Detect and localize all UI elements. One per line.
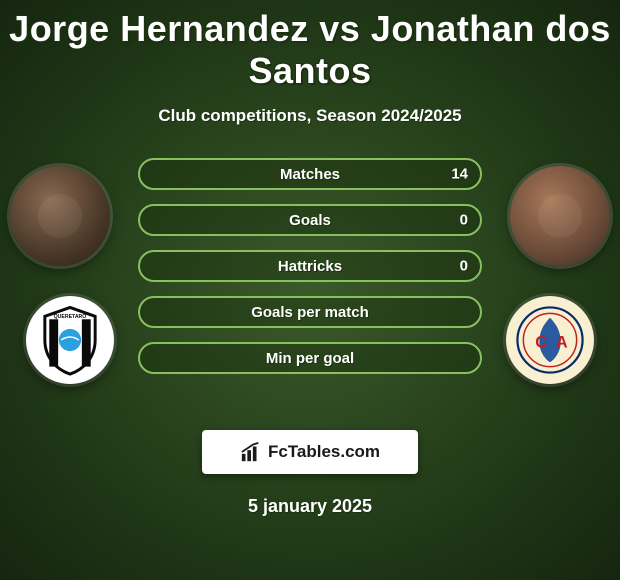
player-left-club-badge: QUERETARO [26,296,114,384]
comparison-subtitle: Club competitions, Season 2024/2025 [0,106,620,126]
stat-right-value: 14 [451,166,468,183]
stat-row-min-per-goal: Min per goal [138,342,482,374]
stat-row-matches: Matches 14 [138,158,482,190]
stat-row-hattricks: Hattricks 0 [138,250,482,282]
stat-row-goals-per-match: Goals per match [138,296,482,328]
svg-text:A: A [556,333,568,351]
svg-text:C: C [535,333,547,351]
brand-badge: FcTables.com [202,430,418,474]
player-left-avatar [10,166,110,266]
stat-label: Goals per match [251,304,369,321]
stat-label: Matches [280,166,340,183]
stat-row-goals: Goals 0 [138,204,482,236]
player-right-avatar [510,166,610,266]
stat-label: Hattricks [278,258,342,275]
stat-label: Goals [289,212,331,229]
comparison-title: Jorge Hernandez vs Jonathan dos Santos [0,0,620,92]
stats-column: Matches 14 Goals 0 Hattricks 0 Goals per… [138,158,482,388]
svg-text:QUERETARO: QUERETARO [54,314,87,320]
comparison-date: 5 january 2025 [0,496,620,517]
queretaro-badge-icon: QUERETARO [33,303,107,377]
stat-label: Min per goal [266,350,354,367]
club-america-badge-icon: C A [513,303,587,377]
stat-right-value: 0 [460,212,468,229]
brand-text: FcTables.com [268,442,380,462]
comparison-body: QUERETARO C A Matches 14 Goals 0 Hattric… [0,158,620,418]
stat-right-value: 0 [460,258,468,275]
player-right-club-badge: C A [506,296,594,384]
bar-chart-icon [240,441,262,463]
